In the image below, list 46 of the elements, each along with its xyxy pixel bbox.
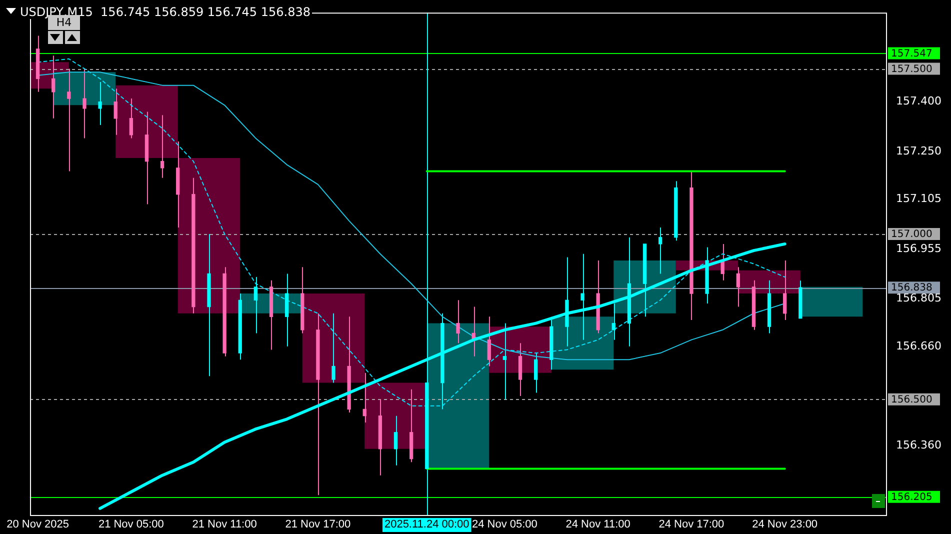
candlestick: [518, 342, 522, 397]
annotation: H4: [48, 15, 80, 30]
candlestick: [362, 372, 366, 423]
candlestick: [67, 68, 71, 172]
y-tick-label: 156.660: [896, 339, 942, 352]
candlestick: [284, 273, 289, 347]
candlestick: [129, 98, 133, 139]
x-tick-label: 24 Nov 05:00: [472, 518, 538, 531]
candlestick: [783, 260, 787, 320]
x-tick-label: 24 Nov 23:00: [752, 518, 818, 531]
candlestick: [394, 415, 398, 466]
ref-line-label: 156.500: [891, 394, 932, 406]
x-tick-label: 21 Nov 05:00: [98, 518, 164, 531]
candlestick: [114, 88, 118, 136]
candlestick: [580, 253, 584, 340]
candlestick: [612, 302, 616, 340]
chart-title: USDJPY,M15 156.745 156.859 156.745 156.838: [18, 5, 312, 19]
ref-line-label: 156.205: [891, 492, 932, 503]
y-tick-label: 156.360: [896, 438, 942, 452]
candlestick: [502, 322, 507, 400]
ref-line-label: 157.547: [891, 48, 932, 60]
ref-line-label: 157.500: [891, 64, 932, 75]
candlestick: [160, 114, 164, 178]
y-tick-label: 157.105: [896, 192, 942, 206]
x-tick-label: 24 Nov 17:00: [658, 518, 724, 531]
candlestick: [534, 352, 538, 394]
x-tick-label: 21 Nov 17:00: [285, 518, 351, 531]
candlestick: [52, 55, 56, 119]
y-tick-label: 157.400: [896, 94, 942, 108]
candlestick: [98, 82, 102, 126]
candlestick: [456, 300, 460, 344]
candlestick: [302, 294, 365, 383]
x-tick-label: 24 Nov 11:00: [566, 518, 630, 531]
ref-line-label: 157.000: [891, 229, 932, 240]
candlestick: [658, 226, 662, 274]
candlestick: [332, 312, 336, 384]
candlestick: [736, 266, 740, 308]
candlestick: [487, 316, 491, 367]
x-tick-label: 2025.11.24 00:00: [384, 518, 470, 531]
x-tick-label: 20 Nov 2025: [6, 518, 69, 531]
ref-line-label: 156.838: [891, 282, 932, 294]
y-tick-label: 156.955: [896, 242, 942, 255]
y-tick-label: 157.250: [896, 144, 942, 158]
x-tick-label: 21 Nov 11:00: [192, 518, 257, 531]
candlestick: [254, 276, 258, 334]
y-tick-label: 156.805: [896, 291, 942, 304]
